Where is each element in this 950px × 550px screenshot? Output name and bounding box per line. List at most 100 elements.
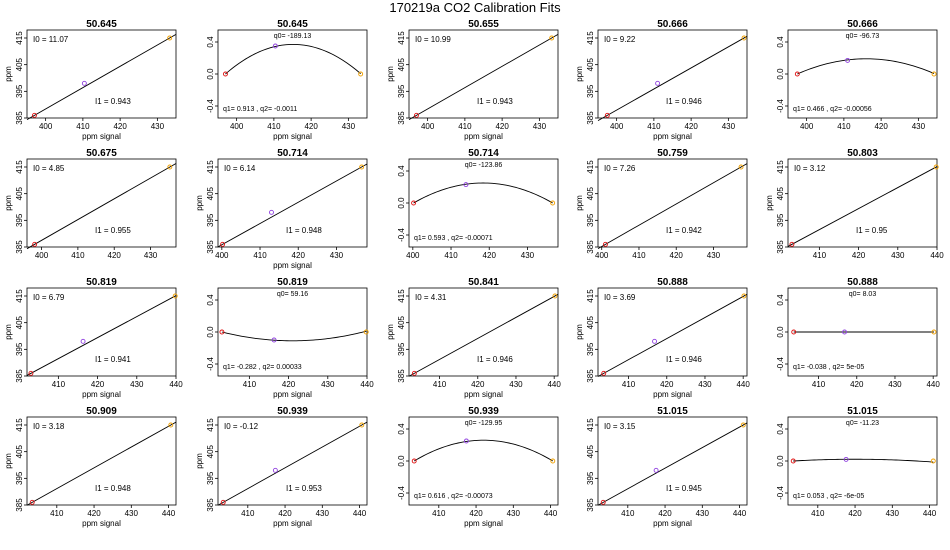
- data-point: [653, 467, 659, 473]
- x-tick-label: 430: [888, 380, 902, 389]
- data-point: [791, 329, 797, 335]
- plot-frame: [787, 29, 938, 119]
- x-tick-label: 430: [707, 251, 721, 260]
- x-tick-label: 410: [241, 509, 255, 518]
- data-point: [358, 71, 364, 77]
- x-axis-label: ppm signal: [273, 390, 312, 399]
- y-tick-label: 395: [15, 213, 24, 227]
- x-tick-label: 430: [521, 251, 535, 260]
- y-tick-label: 0.4: [776, 294, 785, 306]
- x-tick-label: 430: [342, 122, 356, 131]
- x-axis-label: ppm signal: [653, 132, 692, 141]
- slope-label: I1 = 0.955: [95, 226, 131, 235]
- y-axis-label: ppm: [386, 66, 395, 82]
- slope-label: I1 = 0.946: [666, 97, 702, 106]
- x-tick-label: 410: [50, 509, 64, 518]
- plot-frame: [408, 287, 559, 377]
- y-tick-label: 405: [206, 444, 215, 458]
- data-point: [269, 209, 274, 215]
- intercept-label: I0 = 3.18: [33, 422, 65, 431]
- y-axis-label: ppm: [575, 66, 584, 82]
- y-tick-label: 0.4: [206, 294, 215, 306]
- q-coefficients-label: q1= 0.616 , q2= -0.00073: [414, 493, 493, 500]
- data-point: [463, 182, 469, 188]
- data-point: [28, 370, 34, 376]
- x-tick-label: 410: [812, 380, 826, 389]
- intercept-label: I0 = 3.69: [604, 293, 636, 302]
- q0-label: q0= 8.03: [849, 291, 877, 298]
- y-axis-label: ppm: [195, 195, 204, 211]
- y-tick-label: 385: [397, 111, 406, 125]
- x-tick-label: 410: [632, 251, 646, 260]
- x-tick-label: 430: [316, 509, 330, 518]
- x-tick-label: 400: [406, 251, 420, 260]
- panel-title: 50.819: [277, 277, 308, 288]
- data-point: [220, 241, 226, 247]
- y-tick-label: 415: [15, 418, 24, 432]
- y-tick-label: 395: [586, 471, 595, 485]
- x-tick-label: 420: [684, 122, 698, 131]
- data-point: [32, 112, 37, 118]
- y-tick-label: 415: [586, 289, 595, 303]
- data-point: [32, 241, 38, 247]
- data-point: [550, 458, 556, 464]
- x-tick-label: 420: [471, 380, 485, 389]
- data-point: [652, 338, 657, 344]
- data-point: [740, 422, 746, 428]
- panel-5: 50.666 400 410 420 430 -0.4 0.0 0.4 q0= -96.73 q1…: [776, 19, 938, 131]
- data-point: [790, 458, 796, 464]
- slope-label: I1 = 0.95: [856, 226, 888, 235]
- x-tick-label: 400: [421, 122, 435, 131]
- y-tick-label: 395: [397, 342, 406, 356]
- data-point: [603, 241, 608, 247]
- x-tick-label: 420: [658, 509, 672, 518]
- x-tick-label: 430: [125, 509, 139, 518]
- q0-label: q0= -11.23: [846, 420, 879, 427]
- x-tick-label: 430: [509, 380, 523, 389]
- data-point: [222, 71, 228, 77]
- x-tick-label: 430: [330, 251, 344, 260]
- panel-title: 50.888: [847, 277, 878, 288]
- y-tick-label: 385: [397, 369, 406, 383]
- y-tick-label: 405: [586, 186, 595, 200]
- x-tick-label: 440: [733, 509, 747, 518]
- panel-title: 50.675: [86, 148, 117, 159]
- data-point: [80, 338, 86, 344]
- x-tick-label: 420: [660, 380, 674, 389]
- y-tick-label: -0.4: [397, 228, 406, 242]
- data-point: [842, 329, 847, 335]
- panel-17: 50.939 410 420 430 440 385 395 405 415 ppm signal…: [195, 406, 368, 528]
- data-point: [359, 422, 365, 428]
- y-tick-label: 0.0: [776, 326, 785, 338]
- y-tick-label: 415: [15, 160, 24, 174]
- data-point: [359, 164, 365, 170]
- y-tick-label: 415: [206, 418, 215, 432]
- data-point: [414, 112, 419, 118]
- x-tick-label: 410: [622, 380, 636, 389]
- x-tick-label: 430: [912, 122, 926, 131]
- panel-11: 50.819 410 420 430 440 385 395 405 415 ppm signal…: [4, 277, 183, 399]
- x-tick-label: 420: [278, 509, 292, 518]
- panel-title: 51.015: [847, 406, 878, 417]
- y-axis-label: ppm: [386, 324, 395, 340]
- plot-frame: [597, 287, 748, 377]
- y-tick-label: 0.4: [776, 36, 785, 48]
- x-axis-label: ppm signal: [273, 261, 312, 270]
- fit-curve: [221, 330, 367, 342]
- data-point: [933, 164, 939, 170]
- x-tick-label: 440: [930, 251, 944, 260]
- y-tick-label: 405: [15, 315, 24, 329]
- x-tick-label: 420: [670, 251, 684, 260]
- panel-title: 50.803: [847, 148, 878, 159]
- x-tick-label: 440: [547, 380, 561, 389]
- slope-label: I1 = 0.946: [477, 355, 513, 364]
- y-tick-label: 385: [776, 240, 785, 254]
- q0-label: q0= -96.73: [846, 33, 880, 40]
- data-point: [411, 458, 417, 464]
- x-tick-label: 400: [595, 251, 609, 260]
- panel-16: 50.909 410 420 430 440 385 395 405 415 ppm signal…: [4, 406, 177, 528]
- data-point: [272, 43, 278, 49]
- x-tick-label: 430: [321, 380, 335, 389]
- q0-label: q0= -123.86: [465, 162, 503, 169]
